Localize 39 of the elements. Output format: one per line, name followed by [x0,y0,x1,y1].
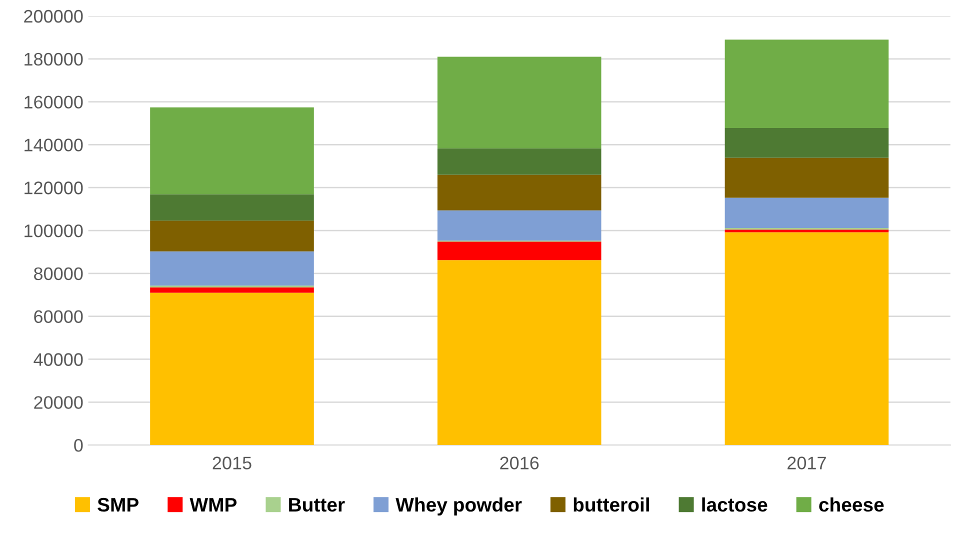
bar [724,198,889,228]
y-tick-label: 40000 [34,353,83,366]
bar [150,287,314,293]
y-tick-label: 60000 [34,310,83,324]
bar [724,128,889,158]
y-tick-label: 200000 [24,10,83,23]
bar [437,56,602,148]
legend-label: Whey powder [396,497,522,516]
legend-label: SMP [98,498,138,512]
bar [724,158,889,198]
bar [437,174,602,210]
legend-label: butteroil [574,497,649,512]
bar [150,194,314,221]
bar [150,107,314,194]
legend-label: WMP [190,498,237,512]
bar [150,251,314,286]
bar [437,148,602,175]
legend-label: lactose [702,497,768,512]
x-tick-label: 2015 [212,456,252,470]
y-tick-label: 80000 [34,267,83,280]
y-tick-label: 180000 [24,52,83,66]
bar [150,292,314,446]
y-tick-label: 0 [74,438,83,452]
bar [150,220,314,252]
bar [437,210,602,241]
bar [437,242,602,260]
legend-label: cheese [819,497,884,512]
x-tick-label: 2016 [500,456,539,470]
y-tick-label: 100000 [24,224,83,238]
y-tick-label: 160000 [24,96,83,109]
bar [724,232,889,446]
y-tick-label: 140000 [24,138,83,152]
bar [724,40,889,128]
bar [724,230,889,232]
y-tick-label: 20000 [34,396,83,409]
legend-label: Butter [289,498,345,512]
bar [437,260,602,446]
y-tick-label: 120000 [24,182,83,194]
x-tick-label: 2017 [788,456,826,470]
